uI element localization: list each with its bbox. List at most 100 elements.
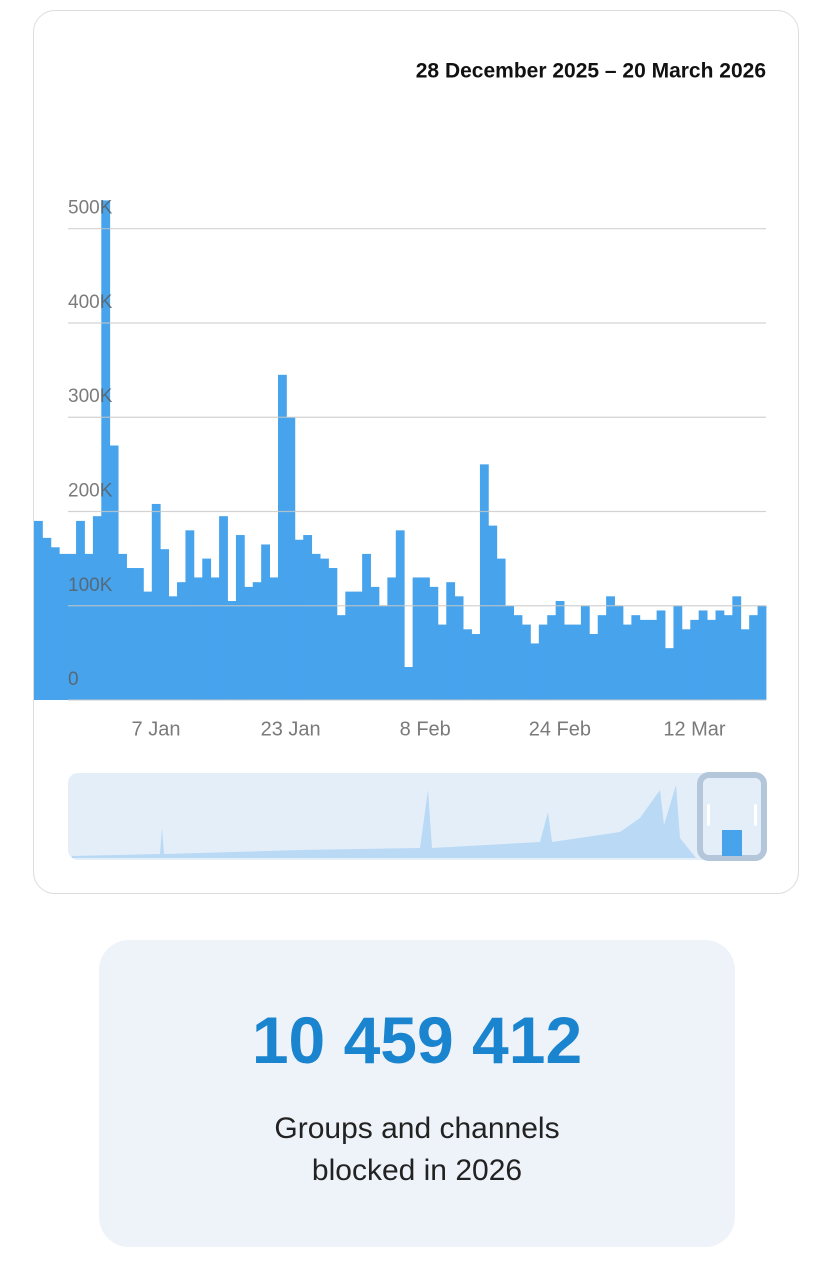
bar: [698, 610, 708, 700]
stat-box: 10 459 412 Groups and channels blocked i…: [99, 940, 735, 1247]
x-tick-label: 12 Mar: [663, 718, 726, 740]
navigator-preview: [72, 785, 696, 858]
bar: [690, 619, 700, 700]
bar: [336, 615, 346, 700]
bar: [580, 605, 590, 700]
bar: [446, 582, 456, 700]
bar: [749, 615, 758, 700]
bar: [622, 624, 632, 700]
bar: [118, 553, 127, 700]
bar: [345, 591, 355, 700]
bar: [538, 624, 548, 700]
bar: [193, 577, 203, 700]
bar: [707, 619, 716, 700]
bar: [404, 667, 414, 700]
bar: [42, 537, 52, 700]
bar: [261, 544, 270, 700]
bar: [648, 619, 658, 700]
bar: [160, 549, 170, 700]
navigator-handle[interactable]: [754, 804, 757, 826]
bar: [67, 553, 77, 700]
bar: [151, 503, 161, 700]
bar: [219, 516, 228, 700]
bar: [320, 558, 329, 700]
bar: [429, 586, 439, 700]
plot: 7 Jan 23 Jan 8 Feb 24 Feb 12 Mar 0 100K 200K 300…: [34, 198, 767, 740]
bar: [471, 634, 481, 700]
bar: [673, 605, 683, 700]
bar: [252, 582, 262, 700]
bar: [177, 582, 186, 700]
bar: [59, 553, 69, 700]
bar: [50, 547, 60, 700]
bar: [488, 525, 498, 700]
bar: [202, 558, 212, 700]
x-tick-label: 23 Jan: [261, 718, 321, 740]
bar: [715, 610, 725, 700]
bar: [732, 596, 742, 700]
bar: [353, 591, 363, 700]
bar: [328, 568, 338, 700]
bar: [370, 586, 380, 700]
bars: [34, 200, 767, 701]
bar: [378, 605, 388, 700]
y-tick-label: 500K: [68, 198, 113, 219]
x-tick-label: 8 Feb: [400, 718, 451, 740]
bar: [34, 520, 43, 700]
chart-title: 28 December 2025 – 20 March 2026: [416, 60, 766, 83]
navigator-handle[interactable]: [707, 804, 710, 826]
bar: [362, 553, 371, 700]
chart-card: [33, 10, 799, 894]
bar: [168, 596, 178, 700]
bar: [656, 610, 666, 700]
bar: [614, 605, 624, 700]
bar: [286, 417, 296, 700]
bar: [421, 577, 430, 700]
bar: [76, 520, 85, 700]
y-tick-label: 200K: [68, 480, 113, 501]
bar: [530, 643, 540, 700]
bar: [454, 596, 464, 700]
bar: [723, 615, 733, 700]
bar: [185, 530, 195, 700]
bar: [547, 615, 557, 700]
bar: [496, 558, 506, 700]
navigator-selection: [722, 830, 742, 856]
bar: [665, 648, 674, 700]
bar: [269, 577, 279, 700]
bar: [606, 596, 615, 700]
bar: [84, 553, 94, 700]
bar: [227, 601, 237, 700]
navigator-window[interactable]: [697, 772, 767, 861]
bar: [210, 577, 220, 700]
bar: [395, 530, 405, 700]
y-tick-label: 0: [68, 669, 79, 690]
bar: [555, 601, 565, 700]
bar: [412, 577, 422, 700]
bar: [639, 619, 649, 700]
bar: [244, 586, 254, 700]
bar: [597, 615, 607, 700]
x-tick-label: 7 Jan: [132, 718, 181, 740]
chart: 28 December 2025 – 20 March 2026 7 Jan 23…: [34, 60, 767, 861]
bar: [126, 568, 136, 700]
bar: [681, 629, 691, 700]
bar: [294, 539, 304, 700]
bar: [235, 535, 245, 700]
bar: [278, 374, 287, 700]
bar: [740, 629, 750, 700]
stat-total: 10 459 412: [251, 1003, 583, 1077]
bar: [101, 200, 111, 701]
bar: [589, 634, 599, 700]
bar: [631, 615, 641, 700]
bar: [143, 591, 153, 700]
navigator[interactable]: [68, 772, 767, 861]
y-tick-label: 300K: [68, 386, 113, 407]
bar: [564, 624, 573, 700]
bar: [522, 624, 531, 700]
bar: [303, 535, 313, 700]
bar: [463, 629, 472, 700]
bar: [757, 605, 767, 700]
y-tick-label: 400K: [68, 292, 113, 313]
